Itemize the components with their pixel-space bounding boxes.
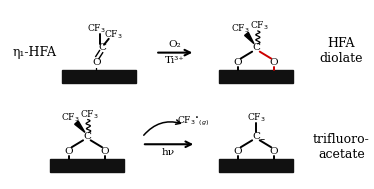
Text: CF$_3$$^{\bullet}$$_{(g)}$: CF$_3$$^{\bullet}$$_{(g)}$ bbox=[177, 115, 209, 128]
Polygon shape bbox=[245, 32, 254, 44]
Bar bbox=[62, 70, 136, 83]
Text: η₁-HFA: η₁-HFA bbox=[13, 46, 57, 59]
Text: CF$_3$: CF$_3$ bbox=[232, 23, 250, 35]
Bar bbox=[219, 159, 293, 172]
Text: Ti³⁺: Ti³⁺ bbox=[165, 56, 185, 65]
Text: O: O bbox=[101, 147, 109, 156]
Text: C: C bbox=[252, 132, 260, 141]
Text: trifluoro-
acetate: trifluoro- acetate bbox=[313, 133, 370, 161]
Text: O₂: O₂ bbox=[169, 40, 182, 49]
Text: HFA
diolate: HFA diolate bbox=[320, 37, 363, 65]
Text: CF$_3$: CF$_3$ bbox=[87, 23, 106, 35]
Text: CF$_3$: CF$_3$ bbox=[104, 29, 123, 41]
Text: O: O bbox=[65, 147, 73, 156]
Bar bbox=[50, 159, 124, 172]
Text: O: O bbox=[92, 58, 101, 67]
Text: C: C bbox=[98, 43, 106, 52]
Text: CF$_3$: CF$_3$ bbox=[246, 111, 265, 124]
Text: O: O bbox=[270, 147, 278, 156]
Text: O: O bbox=[234, 147, 242, 156]
Polygon shape bbox=[75, 121, 85, 132]
Text: CF$_3$: CF$_3$ bbox=[61, 111, 80, 124]
Text: –: – bbox=[260, 134, 265, 144]
Text: C: C bbox=[83, 132, 91, 141]
Text: O: O bbox=[234, 58, 242, 67]
Text: C: C bbox=[252, 43, 260, 52]
Text: O: O bbox=[270, 58, 278, 67]
Text: CF$_3$: CF$_3$ bbox=[80, 108, 99, 121]
Text: CF$_3$: CF$_3$ bbox=[251, 20, 269, 32]
Bar bbox=[219, 70, 293, 83]
Text: hν: hν bbox=[162, 148, 175, 157]
